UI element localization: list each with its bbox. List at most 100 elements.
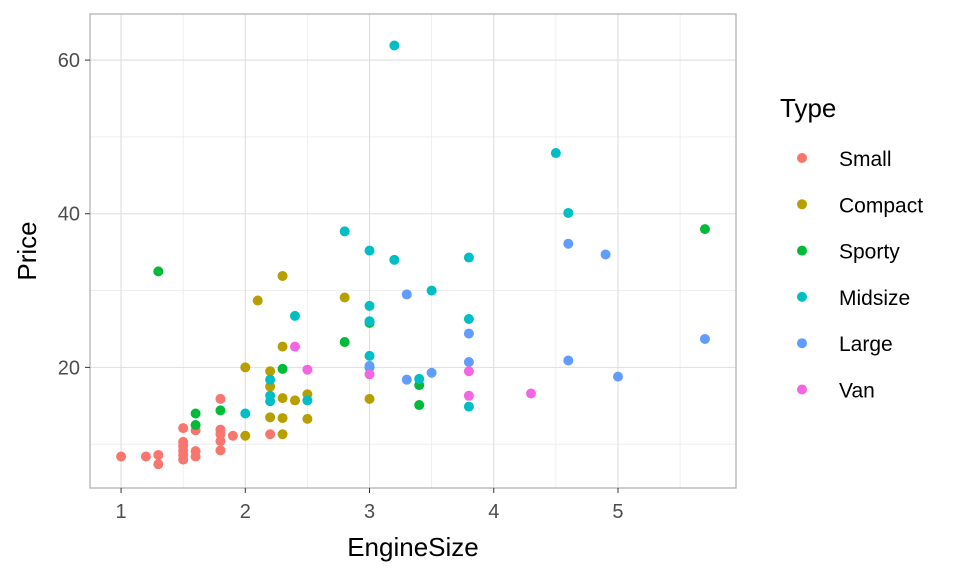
data-point-small [116, 451, 127, 462]
y-tick-label: 20 [58, 357, 80, 379]
data-point-van [302, 364, 313, 375]
data-point-midsize [550, 148, 561, 159]
legend-label-van: Van [839, 380, 875, 403]
legend-label-small: Small [839, 148, 892, 171]
legend-key-compact [797, 199, 807, 210]
data-point-compact [252, 295, 263, 306]
legend-key-van [797, 384, 807, 395]
legend-key-midsize [797, 291, 807, 302]
data-point-sporty [215, 405, 226, 416]
data-point-small [265, 429, 276, 440]
data-point-midsize [563, 207, 574, 218]
data-point-compact [289, 395, 300, 406]
data-point-compact [339, 292, 350, 303]
data-point-midsize [364, 300, 375, 311]
data-point-midsize [364, 350, 375, 361]
data-point-compact [277, 270, 288, 281]
data-point-large [699, 333, 710, 344]
data-point-small [190, 451, 201, 462]
data-point-large [600, 249, 611, 260]
legend-key-small [797, 153, 807, 163]
data-point-large [463, 328, 474, 339]
y-tick-label: 60 [58, 50, 80, 72]
data-point-midsize [463, 313, 474, 324]
data-points [116, 40, 710, 470]
data-point-small [178, 423, 189, 434]
data-point-midsize [265, 396, 276, 407]
data-point-midsize [265, 374, 276, 385]
legend-label-sporty: Sporty [839, 241, 900, 264]
data-point-van [289, 341, 300, 352]
data-point-small [215, 429, 226, 440]
data-point-small [215, 436, 226, 447]
data-point-large [364, 360, 375, 371]
x-axis-title: EngineSize [347, 532, 479, 562]
data-point-compact [240, 362, 251, 373]
x-tick-label: 5 [612, 501, 623, 523]
data-point-sporty [414, 400, 425, 411]
legend-items: Small Compact Sporty Midsize Large Van [797, 148, 923, 403]
data-point-compact [364, 393, 375, 404]
data-point-sporty [190, 420, 201, 431]
data-point-sporty [339, 337, 350, 348]
x-axis-ticks: 1 2 3 4 5 [115, 488, 624, 523]
data-point-small [215, 393, 226, 404]
data-point-compact [277, 429, 288, 440]
data-point-large [463, 357, 474, 368]
data-point-sporty [153, 266, 164, 277]
data-point-van [463, 390, 474, 401]
x-tick-label: 3 [364, 501, 375, 523]
data-point-large [401, 374, 412, 385]
data-point-sporty [699, 224, 710, 235]
data-point-large [612, 371, 623, 382]
data-point-midsize [414, 373, 425, 384]
data-point-van [463, 366, 474, 377]
data-point-midsize [339, 226, 350, 237]
data-point-compact [277, 393, 288, 404]
data-point-large [426, 367, 437, 378]
data-point-midsize [364, 316, 375, 327]
legend-label-large: Large [839, 333, 893, 356]
legend-key-sporty [797, 245, 807, 256]
grid [90, 14, 736, 488]
data-point-midsize [389, 254, 400, 265]
y-axis-ticks: 20 40 60 [58, 50, 90, 379]
x-tick-label: 2 [240, 501, 251, 523]
data-point-small [178, 454, 189, 465]
data-point-compact [265, 412, 276, 423]
data-point-large [563, 355, 574, 366]
data-point-compact [265, 366, 276, 377]
data-point-midsize [364, 245, 375, 256]
legend-label-compact: Compact [839, 194, 923, 217]
data-point-compact [240, 430, 251, 441]
data-point-van [364, 369, 375, 380]
data-point-small [153, 449, 164, 460]
data-point-sporty [277, 363, 288, 374]
panel-border [89, 13, 737, 489]
data-point-compact [277, 413, 288, 424]
y-tick-label: 40 [58, 204, 80, 226]
y-axis-title: Price [12, 221, 42, 280]
data-point-van [526, 388, 537, 399]
data-point-compact [302, 413, 313, 424]
data-point-midsize [463, 252, 474, 263]
data-point-midsize [426, 285, 437, 296]
data-point-small [153, 459, 164, 470]
data-point-small [215, 445, 226, 456]
x-tick-label: 1 [115, 501, 126, 523]
data-point-midsize [463, 401, 474, 412]
legend-label-midsize: Midsize [839, 287, 910, 310]
data-point-compact [265, 381, 276, 392]
data-point-midsize [389, 40, 400, 51]
data-point-compact [277, 341, 288, 352]
legend-title: Type [780, 93, 836, 123]
data-point-large [563, 238, 574, 249]
data-point-small [140, 451, 151, 462]
data-point-midsize [302, 395, 313, 406]
data-point-small [227, 430, 238, 441]
legend-key-large [797, 338, 807, 349]
data-point-large [401, 289, 412, 300]
data-point-sporty [190, 408, 201, 419]
data-point-midsize [289, 310, 300, 321]
